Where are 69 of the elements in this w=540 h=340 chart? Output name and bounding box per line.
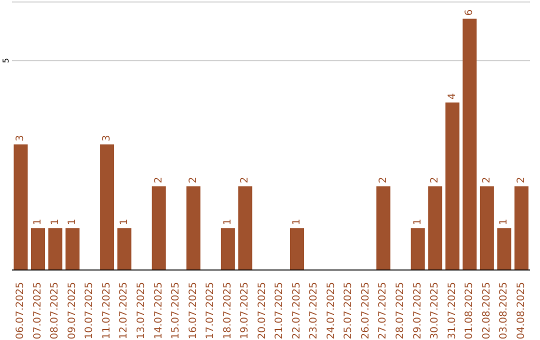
bar (514, 186, 528, 270)
x-tick-label: 22.07.2025 (291, 282, 302, 340)
x-tick-label: 15.07.2025 (170, 282, 182, 340)
x-tick-label: 30.07.2025 (430, 282, 441, 340)
x-tick-label: 17.07.2025 (205, 282, 216, 340)
data-label: 6 (464, 9, 476, 16)
bar (14, 144, 28, 270)
x-tick-label: 13.07.2025 (136, 282, 147, 340)
data-label: 2 (481, 176, 492, 184)
x-tick-label: 18.07.2025 (222, 282, 234, 340)
x-tick-label: 27.07.2025 (378, 282, 389, 340)
data-label: 4 (446, 93, 458, 100)
bar (462, 18, 477, 270)
x-tick-label: 26.07.2025 (360, 282, 372, 340)
data-label: 2 (188, 176, 199, 184)
x-tick-label: 19.07.2025 (240, 282, 251, 340)
x-tick-label: 09.07.2025 (66, 282, 78, 340)
bar (428, 186, 442, 270)
x-tick-label: 02.08.2025 (481, 282, 492, 340)
x-tick-label: 21.07.2025 (274, 282, 286, 340)
bar (480, 186, 494, 270)
data-label: 1 (118, 218, 130, 226)
data-label: 3 (15, 135, 26, 142)
data-label: 2 (430, 176, 441, 184)
x-tick-label: 23.07.2025 (308, 282, 320, 340)
x-tick-label: 04.08.2025 (516, 282, 527, 340)
x-tick-label: 12.07.2025 (118, 282, 130, 340)
bar (410, 228, 425, 270)
x-tick-label: 29.07.2025 (412, 282, 424, 340)
x-tick-label: 07.07.2025 (32, 282, 44, 340)
data-label: 1 (498, 218, 510, 226)
bar (220, 228, 235, 270)
bar (497, 228, 512, 270)
data-label: 1 (50, 218, 61, 226)
x-tick-label: 06.07.2025 (15, 282, 26, 340)
data-label: 2 (240, 176, 251, 184)
bar (290, 228, 304, 270)
data-label: 3 (102, 135, 113, 142)
bar (445, 102, 460, 270)
x-tick-label: 24.07.2025 (326, 282, 337, 340)
data-label: 2 (153, 176, 164, 184)
x-tick-label: 11.07.2025 (101, 282, 112, 340)
x-tick-label: 28.07.2025 (395, 282, 406, 340)
x-tick-label: 16.07.2025 (188, 282, 199, 340)
x-tick-label: 14.07.2025 (153, 282, 164, 340)
bar (186, 186, 200, 270)
x-tick-label: 08.07.2025 (50, 282, 61, 340)
x-tick-label: 25.07.2025 (343, 282, 354, 340)
bar (48, 228, 62, 270)
x-tick-label: 10.07.2025 (84, 282, 96, 340)
x-tick-label: 31.07.2025 (446, 282, 458, 340)
bar (66, 228, 80, 270)
bar (117, 228, 132, 270)
data-label: 1 (291, 218, 302, 226)
data-label: 2 (378, 176, 389, 184)
x-tick-label: 20.07.2025 (256, 282, 268, 340)
data-label: 1 (222, 218, 234, 226)
data-label: 1 (412, 218, 424, 226)
bar (100, 144, 114, 270)
bar (30, 228, 45, 270)
data-label: 1 (67, 218, 78, 226)
data-label: 2 (516, 176, 527, 184)
y-tick-label: 5 (2, 58, 10, 64)
data-label: 1 (32, 218, 44, 226)
x-tick-label: 03.08.2025 (498, 282, 510, 340)
x-tick-label: 01.08.2025 (464, 282, 476, 340)
bar (376, 186, 390, 270)
bar (238, 186, 252, 270)
bar (152, 186, 166, 270)
